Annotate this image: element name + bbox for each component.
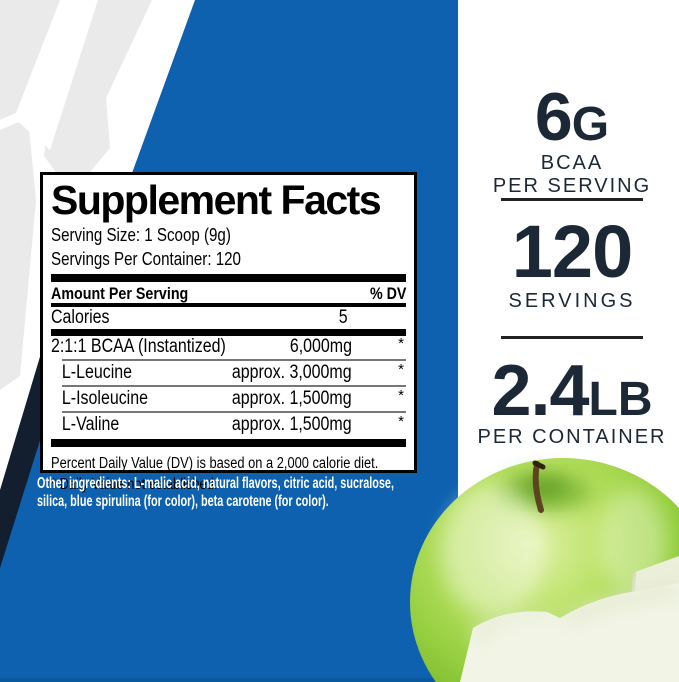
container-weight-unit: LB: [588, 373, 653, 426]
green-apple-image: [410, 458, 679, 682]
other-ingredients: Other ingredients: L-malic acid, natural…: [37, 475, 547, 510]
dv-footnote: Percent Daily Value (DV) is based on a 2…: [51, 455, 379, 472]
ingredient-name: L-Leucine: [61, 362, 133, 383]
supplement-facts-title: Supplement Facts: [51, 177, 382, 223]
other-ingredients-line2: silica, blue spirulina (for color), beta…: [37, 492, 329, 510]
apple-stem-tip: [532, 460, 546, 470]
servings-count: 120: [511, 210, 633, 293]
separator-line: [501, 336, 643, 339]
serving-size: Serving Size: 1 Scoop (9g): [51, 225, 231, 245]
ingredient-amount: approx. 1,500mg: [232, 388, 352, 409]
calories-row: Calories 5: [51, 307, 406, 329]
divider-hairline: [62, 359, 406, 361]
ingredient-name: L-Valine: [61, 414, 120, 435]
apple-highlight: [441, 484, 545, 616]
other-ingredients-line1: Other ingredients: L-malic acid, natural…: [37, 475, 394, 492]
supplement-facts-panel: Supplement Facts Serving Size: 1 Scoop (…: [40, 172, 417, 493]
bcaa-amount: 6G: [465, 83, 679, 151]
ingredient-dv: *: [398, 335, 404, 352]
ingredient-amount: approx. 1,500mg: [232, 414, 352, 435]
logo-watermark: [0, 0, 152, 390]
table-row: L-Valine approx. 1,500mg *: [51, 413, 406, 436]
divider-thick: [51, 274, 406, 282]
ingredient-name: L-Isoleucine: [61, 388, 148, 409]
container-weight: 2.4LB: [465, 355, 679, 427]
apple-dimple-shadow: [517, 476, 569, 500]
per-container-caption: PER CONTAINER: [477, 426, 667, 448]
asterisk-footnote: * Daily Value not established.: [51, 476, 218, 493]
bcaa-amount-value: 6: [534, 79, 573, 155]
ingredient-dv: *: [398, 387, 404, 404]
blue-panel-bottom-edge: [0, 678, 458, 682]
divider-hairline: [62, 411, 406, 413]
amount-per-serving-header: Amount Per Serving: [51, 284, 189, 303]
apple-slice-front: [460, 583, 679, 682]
dv-header: % DV: [369, 284, 406, 303]
navy-accent-band: [0, 350, 42, 568]
bcaa-caption: BCAA: [540, 152, 604, 174]
divider-hairline: [62, 385, 406, 387]
calories-label: Calories: [51, 307, 110, 328]
per-serving-caption: PER SERVING: [492, 175, 652, 197]
ingredient-amount: approx. 3,000mg: [232, 362, 352, 383]
highlights-column: 6G BCAA PER SERVING 120 SERVINGS 2.4LB P…: [465, 0, 679, 460]
apple-slice-shading: [473, 583, 679, 648]
ingredient-name: 2:1:1 BCAA (Instantized): [51, 336, 226, 357]
divider-medium: [51, 303, 406, 307]
table-header-row: Amount Per Serving % DV: [51, 284, 406, 303]
table-row: L-Isoleucine approx. 1,500mg *: [51, 387, 406, 410]
apple-stem: [532, 461, 544, 513]
ingredient-dv: *: [398, 361, 404, 378]
servings-per-container: Servings Per Container: 120: [51, 249, 241, 269]
calories-value: 5: [339, 307, 348, 328]
ingredient-amount: 6,000mg: [289, 336, 352, 357]
table-row: L-Leucine approx. 3,000mg *: [51, 361, 406, 384]
separator-line: [501, 198, 643, 201]
divider-thick: [51, 439, 406, 447]
servings-caption: SERVINGS: [508, 290, 636, 312]
container-weight-value: 2.4: [491, 351, 589, 431]
table-row: 2:1:1 BCAA (Instantized) 6,000mg *: [51, 335, 406, 358]
ingredient-dv: *: [398, 413, 404, 430]
divider-thick: [51, 329, 406, 336]
bcaa-amount-unit: G: [571, 98, 610, 151]
